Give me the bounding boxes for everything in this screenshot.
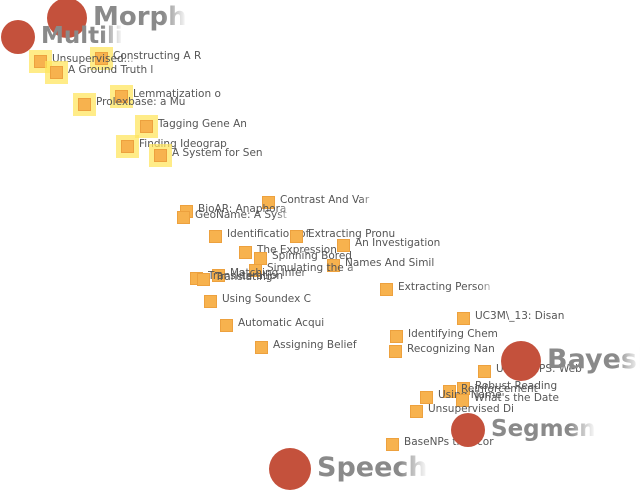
document-square-icon [389, 345, 402, 358]
document-label: Simulating the a [267, 262, 354, 274]
document-label: GeoName: A Syst [195, 209, 287, 221]
document-square-icon [390, 330, 403, 343]
document-label: Automatic Acqui [238, 317, 325, 329]
document-label: Lemmatization o [133, 88, 221, 100]
document-label: Extracting Person [398, 281, 491, 293]
document-square-icon [290, 230, 303, 243]
document-label: Identification of [227, 228, 310, 240]
document-square-icon [337, 239, 350, 252]
document-square-icon [478, 365, 491, 378]
document-square-icon [420, 391, 433, 404]
document-square-icon [457, 312, 470, 325]
document-square-icon [204, 295, 217, 308]
topic-label: Segmen [491, 415, 596, 442]
document-square-icon [443, 385, 456, 398]
document-square-icon [262, 196, 275, 209]
document-label: Translating [215, 271, 273, 283]
document-label: Using Name [438, 389, 502, 401]
document-square-icon [239, 246, 252, 259]
document-square-icon [212, 269, 225, 282]
document-label: Using Soundex C [222, 293, 311, 305]
document-label: Finding Ideograp [139, 138, 227, 150]
document-square-icon [115, 90, 128, 103]
document-label: Contrast And Var [280, 194, 370, 206]
topic-label: Speech [317, 452, 428, 484]
document-square-icon [327, 259, 340, 272]
document-square-icon [78, 98, 91, 111]
document-label: Unsupervised Di [428, 403, 514, 415]
document-label: Matching Infer [230, 267, 306, 279]
document-label: Reinforcement [461, 383, 538, 395]
document-square-icon [386, 438, 399, 451]
document-label: What's the Date [474, 392, 559, 404]
document-label: A System for Sen [172, 147, 263, 159]
document-square-icon [255, 341, 268, 354]
document-label: A Ground Truth l [68, 64, 154, 76]
topic-circle-icon [451, 413, 485, 447]
document-square-icon [456, 394, 469, 407]
document-square-icon [220, 319, 233, 332]
document-label: UC3M\_13: Disan [475, 310, 565, 322]
document-square-icon [410, 405, 423, 418]
topic-circle-icon [47, 0, 87, 38]
document-label: Transliteration [208, 270, 284, 282]
document-square-icon [34, 55, 47, 68]
topic-circle-icon [501, 341, 541, 381]
document-label: The Expression [257, 244, 337, 256]
document-square-icon [121, 140, 134, 153]
document-label: Extracting Pronu [308, 228, 396, 240]
document-label: Tagging Gene An [158, 118, 247, 130]
document-label: Robust Reading [475, 380, 558, 392]
document-label: Identifying Chem [408, 328, 498, 340]
document-square-icon [177, 211, 190, 224]
topic-label: Morph [93, 1, 187, 32]
document-square-icon [380, 283, 393, 296]
document-label: An Investigation [355, 237, 441, 249]
document-square-icon [140, 120, 153, 133]
document-label: Prolexbase: a Mu [96, 96, 186, 108]
document-square-icon [249, 264, 262, 277]
document-square-icon [209, 230, 222, 243]
topic-label: Multili [41, 22, 123, 49]
topic-circle-icon [269, 448, 311, 490]
document-label: Names And Simil [345, 257, 435, 269]
topic-circle-icon [1, 20, 35, 54]
document-label: Assigning Belief [273, 339, 357, 351]
document-square-icon [197, 273, 210, 286]
document-label: BioAR: Anaphora [198, 203, 287, 215]
document-square-icon [154, 149, 167, 162]
document-label: Constructing A R [113, 50, 202, 62]
topic-label: Bayesi [547, 344, 640, 376]
document-square-icon [50, 66, 63, 79]
document-label: Recognizing Nan [407, 343, 495, 355]
document-square-icon [95, 52, 108, 65]
document-label: Unsupervised... [52, 53, 134, 65]
